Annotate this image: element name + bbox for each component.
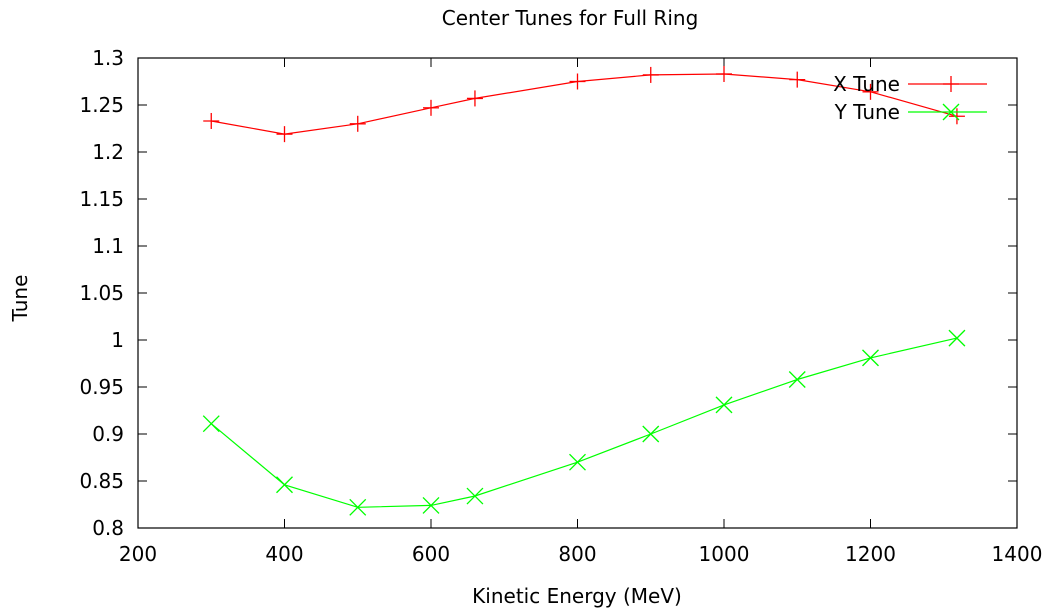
legend-item: Y Tune: [834, 100, 987, 124]
axes: 200 400 600 800 1000 1200 1400 0.8 0.85 0.9 0.95 1 1…: [79, 46, 1042, 566]
x-tick-label: 1200: [845, 542, 896, 566]
series-line: [210, 337, 958, 508]
x-tick-label: 600: [412, 542, 450, 566]
marker-stroke: [788, 371, 806, 388]
data-point: [715, 396, 733, 414]
legend-label: Y Tune: [834, 100, 900, 124]
data-point: [349, 498, 367, 516]
legend: X Tune Y Tune: [833, 72, 987, 124]
data-point: [423, 99, 439, 116]
y-tick-label: 1.05: [79, 281, 124, 305]
series-layer: [202, 65, 966, 516]
data-point: [276, 126, 293, 143]
data-point: [948, 108, 965, 125]
marker-stroke: [466, 487, 484, 505]
data-point: [569, 453, 586, 471]
data-point: [642, 425, 660, 443]
y-tick-label: 1.2: [92, 140, 124, 164]
x-tick-label: 1000: [699, 542, 750, 566]
data-point: [716, 65, 732, 82]
data-point: [642, 66, 659, 83]
data-point: [422, 496, 440, 514]
data-point: [202, 415, 220, 433]
legend-label: X Tune: [833, 72, 900, 96]
y-tick-label: 0.8: [92, 516, 124, 540]
y-tick-label: 1: [111, 328, 124, 352]
y-tick-label: 0.85: [79, 469, 124, 493]
marker-stroke: [715, 396, 733, 414]
marker-stroke: [202, 415, 220, 433]
y-tick-label: 0.9: [92, 422, 124, 446]
marker-stroke: [942, 103, 960, 121]
marker-stroke: [862, 349, 879, 367]
data-point: [948, 329, 966, 347]
legend-marker: [942, 103, 960, 121]
marker-stroke: [569, 453, 586, 471]
data-point: [466, 487, 484, 505]
marker-stroke: [948, 329, 966, 347]
y-tick-label: 0.95: [79, 375, 124, 399]
data-point: [276, 476, 293, 494]
x-tick-label: 1400: [992, 542, 1043, 566]
marker-stroke: [422, 496, 440, 514]
marker-stroke: [642, 425, 660, 443]
x-tick-label: 200: [119, 542, 157, 566]
y-axis-label: Tune: [8, 275, 32, 323]
data-point: [862, 83, 879, 100]
legend-item: X Tune: [833, 72, 987, 96]
marker-stroke: [276, 476, 293, 494]
x-tick-label: 800: [558, 542, 596, 566]
y-tick-label: 1.1: [92, 234, 124, 258]
y-tick-label: 1.15: [79, 187, 124, 211]
data-point: [789, 71, 806, 88]
series-x-tune: [203, 65, 965, 143]
y-tick-label: 1.3: [92, 46, 124, 70]
data-point: [862, 349, 879, 367]
data-point: [466, 90, 483, 107]
data-point: [203, 112, 220, 129]
chart-title: Center Tunes for Full Ring: [442, 6, 699, 30]
y-tick-label: 1.25: [79, 93, 124, 117]
plot-frame: [137, 57, 1018, 529]
x-tick-label: 400: [265, 542, 303, 566]
data-point: [349, 115, 366, 132]
data-point: [569, 73, 586, 90]
legend-marker: [943, 76, 959, 92]
x-axis-label: Kinetic Energy (MeV): [472, 584, 682, 608]
series-y-tune: [202, 329, 966, 516]
data-point: [788, 371, 806, 388]
marker-stroke: [349, 498, 367, 516]
